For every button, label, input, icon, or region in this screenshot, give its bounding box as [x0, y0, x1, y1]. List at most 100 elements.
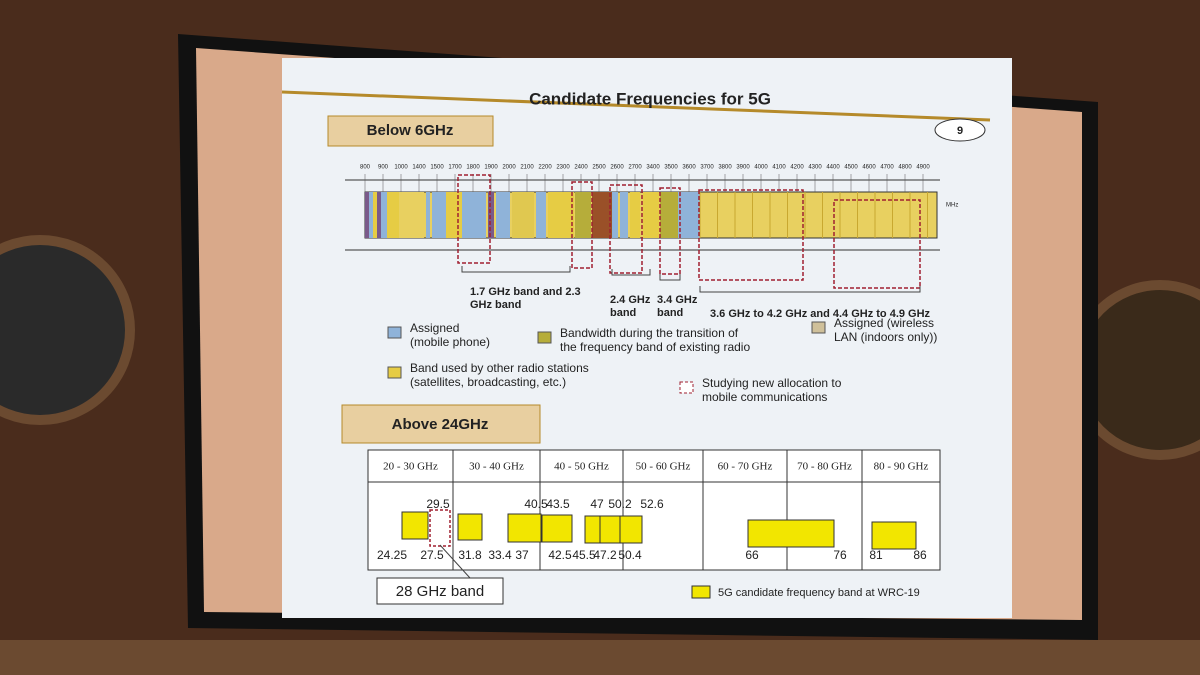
frequency-strip: 800 900 1000 1400 1500 1700 1800 1900 2000 2100 22…: [345, 165, 958, 404]
axis-label: 2500: [592, 165, 606, 171]
legend-label: Bandwidth during the transition of: [560, 326, 739, 340]
axis-label: 4400: [826, 165, 840, 171]
legend-label: (satellites, broadcasting, etc.): [410, 375, 566, 389]
band-stripe: [678, 192, 700, 238]
freq-label: 33.4: [488, 548, 512, 562]
band-label: 3.6 GHz to 4.2 GHz and 4.4 GHz to 4.9 GH…: [710, 308, 931, 320]
range-label: 60 - 70 GHz: [718, 461, 773, 473]
freq-label: 37: [515, 548, 529, 562]
band-stripe: [426, 192, 430, 238]
dashed-box: [698, 189, 804, 281]
axis-label: 4300: [808, 165, 822, 171]
band-stripe: [373, 192, 377, 238]
range-label: 20 - 30 GHz: [383, 461, 438, 473]
freq-label: 42.5: [548, 548, 572, 562]
axis-label: 800: [360, 165, 371, 171]
candidate-band: [541, 514, 573, 543]
band-label: band: [610, 307, 636, 319]
legend-swatch: [537, 331, 552, 344]
band-label: 2.4 GHz: [610, 294, 651, 306]
range-label: 30 - 40 GHz: [469, 461, 524, 473]
freq-label: 50.2: [608, 497, 632, 511]
range-label: 70 - 80 GHz: [797, 461, 852, 473]
band-stripe: [387, 192, 399, 238]
freq-label: 47.2: [593, 548, 617, 562]
freq-label: 66: [745, 548, 759, 562]
axis-label: 2200: [538, 165, 552, 171]
freq-label: 24.25: [377, 548, 407, 562]
legend-swatch: [387, 326, 402, 339]
dashed-box: [609, 184, 643, 274]
legend-label: mobile communications: [702, 390, 827, 404]
axis-label: 1700: [448, 165, 462, 171]
band-stripe: [643, 192, 659, 238]
legend-swatch: [811, 321, 826, 334]
band-label: 3.4 GHz: [657, 294, 698, 306]
band-stripe: [592, 192, 612, 238]
candidate-band: [747, 519, 835, 548]
legend-label: Assigned: [410, 321, 459, 335]
legend-label: Band used by other radio stations: [410, 361, 589, 375]
freq-label: 29.5: [426, 497, 450, 511]
candidate-band: [457, 513, 483, 541]
freq-label: 52.6: [640, 497, 664, 511]
freq-label: 76: [833, 548, 847, 562]
dashed-box: [833, 199, 921, 289]
axis-label: 1900: [484, 165, 498, 171]
axis-label: 1400: [412, 165, 426, 171]
band-stripe: [446, 192, 462, 238]
axis-label: 4000: [754, 165, 768, 171]
axis-label: 2100: [520, 165, 534, 171]
axis-label: 3400: [646, 165, 660, 171]
freq-label: 43.5: [546, 497, 570, 511]
axis-label: 1800: [466, 165, 480, 171]
legend-swatch: [679, 381, 694, 394]
axis-label: 1000: [394, 165, 408, 171]
band-stripe: [512, 192, 534, 238]
axis-label: 3800: [718, 165, 732, 171]
slide-title: Candidate Frequencies for 5G: [529, 89, 771, 108]
candidate-band: [871, 521, 917, 550]
freq-label: 27.5: [420, 548, 444, 562]
axis-label: 2000: [502, 165, 516, 171]
legend-label: Studying new allocation to: [702, 376, 842, 390]
range-label: 80 - 90 GHz: [874, 461, 929, 473]
section-heading: Below 6GHz: [367, 122, 454, 139]
axis-label: 4900: [916, 165, 930, 171]
section-heading: Above 24GHz: [392, 416, 489, 433]
freq-label: 45.5: [572, 548, 596, 562]
axis-label: 3600: [682, 165, 696, 171]
band-stripe: [575, 192, 591, 238]
wall-panel: [0, 640, 1200, 675]
axis-label: 4500: [844, 165, 858, 171]
bracket: [659, 274, 681, 281]
axis-label: 3700: [700, 165, 714, 171]
band-stripe: [381, 192, 387, 238]
bracket: [699, 286, 921, 293]
legend-swatch: [691, 585, 711, 599]
axis-label: 2300: [556, 165, 570, 171]
bracket: [461, 266, 571, 273]
axis-label: 2600: [610, 165, 624, 171]
legend-label: the frequency band of existing radio: [560, 340, 750, 354]
legend-label: Assigned (wireless: [834, 316, 934, 330]
band-stripe: [536, 192, 546, 238]
legend-label: 5G candidate frequency band at WRC-19: [718, 587, 920, 599]
mirror: [0, 235, 135, 425]
freq-label: 40.5: [524, 497, 548, 511]
legend-swatch: [387, 366, 402, 379]
callout-box: [376, 577, 504, 605]
axis-label: 2400: [574, 165, 588, 171]
dashed-box: [457, 174, 491, 264]
axis-label: 2700: [628, 165, 642, 171]
band-stripe: [432, 192, 438, 238]
axis-label: 4700: [880, 165, 894, 171]
band-stripe: [377, 192, 381, 238]
axis-label: 3900: [736, 165, 750, 171]
candidate-band: [507, 513, 542, 543]
heading-box: [341, 404, 541, 444]
dashed-box: [659, 187, 681, 275]
bracket: [611, 269, 651, 276]
axis-label: 900: [378, 165, 389, 171]
